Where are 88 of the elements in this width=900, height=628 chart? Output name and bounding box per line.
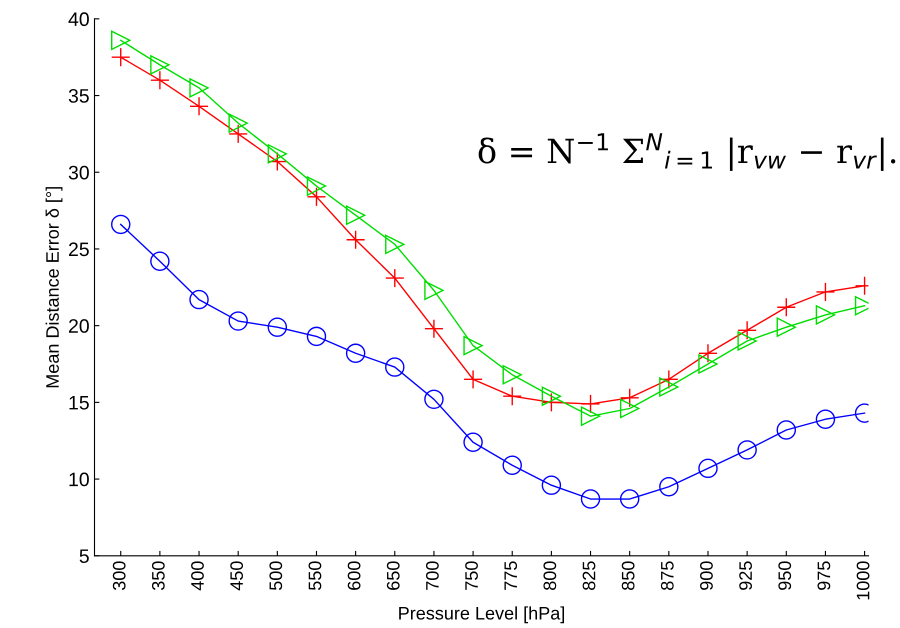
x-tick-label: 300	[112, 561, 126, 590]
point	[111, 214, 130, 234]
y-tick-label: 40	[68, 12, 89, 26]
x-tick-label: 775	[504, 561, 518, 590]
point	[776, 420, 796, 440]
x-tick-label: 350	[152, 561, 165, 590]
x-tick-label: 800	[543, 561, 556, 590]
point	[659, 370, 679, 390]
x-tick-label: 600	[348, 561, 360, 590]
y-tick-label: 25	[68, 242, 89, 256]
point	[268, 152, 288, 172]
point	[737, 440, 757, 460]
point	[424, 319, 444, 338]
point	[502, 365, 522, 384]
point	[306, 187, 326, 207]
point	[463, 336, 483, 356]
point	[816, 282, 836, 302]
point	[620, 489, 640, 509]
point	[424, 280, 444, 300]
point	[816, 305, 836, 325]
x-tick-label: 750	[465, 561, 478, 590]
point	[620, 398, 640, 418]
y-tick-label: 20	[68, 319, 89, 333]
point	[228, 311, 248, 331]
x-axis-title: Pressure Level [hPa]	[399, 606, 564, 624]
point	[502, 456, 522, 475]
point	[737, 331, 757, 351]
point	[542, 475, 562, 495]
x-tick-label: 450	[230, 561, 244, 590]
point	[306, 176, 326, 196]
point	[580, 394, 600, 414]
x-tick-label: 950	[778, 561, 792, 590]
point	[228, 124, 248, 144]
x-tick-label: 825	[582, 561, 596, 590]
point	[189, 78, 209, 98]
point	[620, 388, 640, 408]
point	[580, 489, 600, 509]
point	[776, 298, 796, 317]
y-axis-title: Mean Distance Error δ [°]	[46, 187, 62, 388]
point	[150, 55, 170, 75]
point	[111, 30, 130, 50]
text: δ = N$^{−1}$ Σ$^{N}$$_{i=1}$ |r$_{vw}$ − r$_{vr}$|.	[478, 133, 896, 171]
x-tick-label: 900	[700, 561, 713, 590]
point	[580, 406, 600, 426]
y-tick-label: 10	[69, 472, 89, 486]
point	[659, 377, 679, 397]
point	[502, 386, 522, 406]
x-tick-label: 700	[426, 561, 439, 590]
point	[346, 205, 366, 225]
point	[268, 144, 288, 164]
point	[150, 70, 170, 90]
point	[463, 432, 483, 452]
y-tick-label: 30	[68, 166, 89, 180]
point	[385, 357, 405, 377]
x-tick-label: 550	[308, 561, 322, 590]
point	[698, 354, 718, 374]
y-tick-label: 15	[69, 396, 89, 410]
x-tick-label: 500	[269, 561, 282, 590]
point	[542, 392, 562, 412]
x-tick-label: 400	[191, 561, 204, 590]
point	[659, 477, 679, 496]
y-tick-label: 35	[68, 89, 89, 103]
x-tick-label: 875	[660, 561, 674, 590]
point	[268, 317, 288, 337]
point	[385, 234, 405, 254]
point	[542, 386, 562, 406]
point	[346, 230, 366, 250]
point	[306, 326, 326, 346]
y-tick-label: 5	[80, 549, 89, 564]
point	[189, 96, 209, 116]
point	[737, 320, 757, 340]
point	[463, 370, 483, 390]
x-tick-label: 650	[386, 561, 400, 590]
point	[346, 344, 366, 363]
point	[424, 390, 444, 410]
point	[385, 268, 405, 288]
point	[698, 458, 718, 478]
x-tick-label: 850	[622, 561, 635, 590]
x-tick-label: 1000	[856, 561, 870, 600]
point	[111, 47, 130, 67]
point	[816, 410, 836, 429]
point	[776, 317, 796, 337]
point	[228, 113, 248, 133]
point	[150, 252, 170, 271]
x-tick-label: 975	[817, 561, 830, 590]
point	[189, 290, 209, 310]
point	[698, 344, 718, 363]
x-tick-label: 925	[739, 561, 752, 590]
